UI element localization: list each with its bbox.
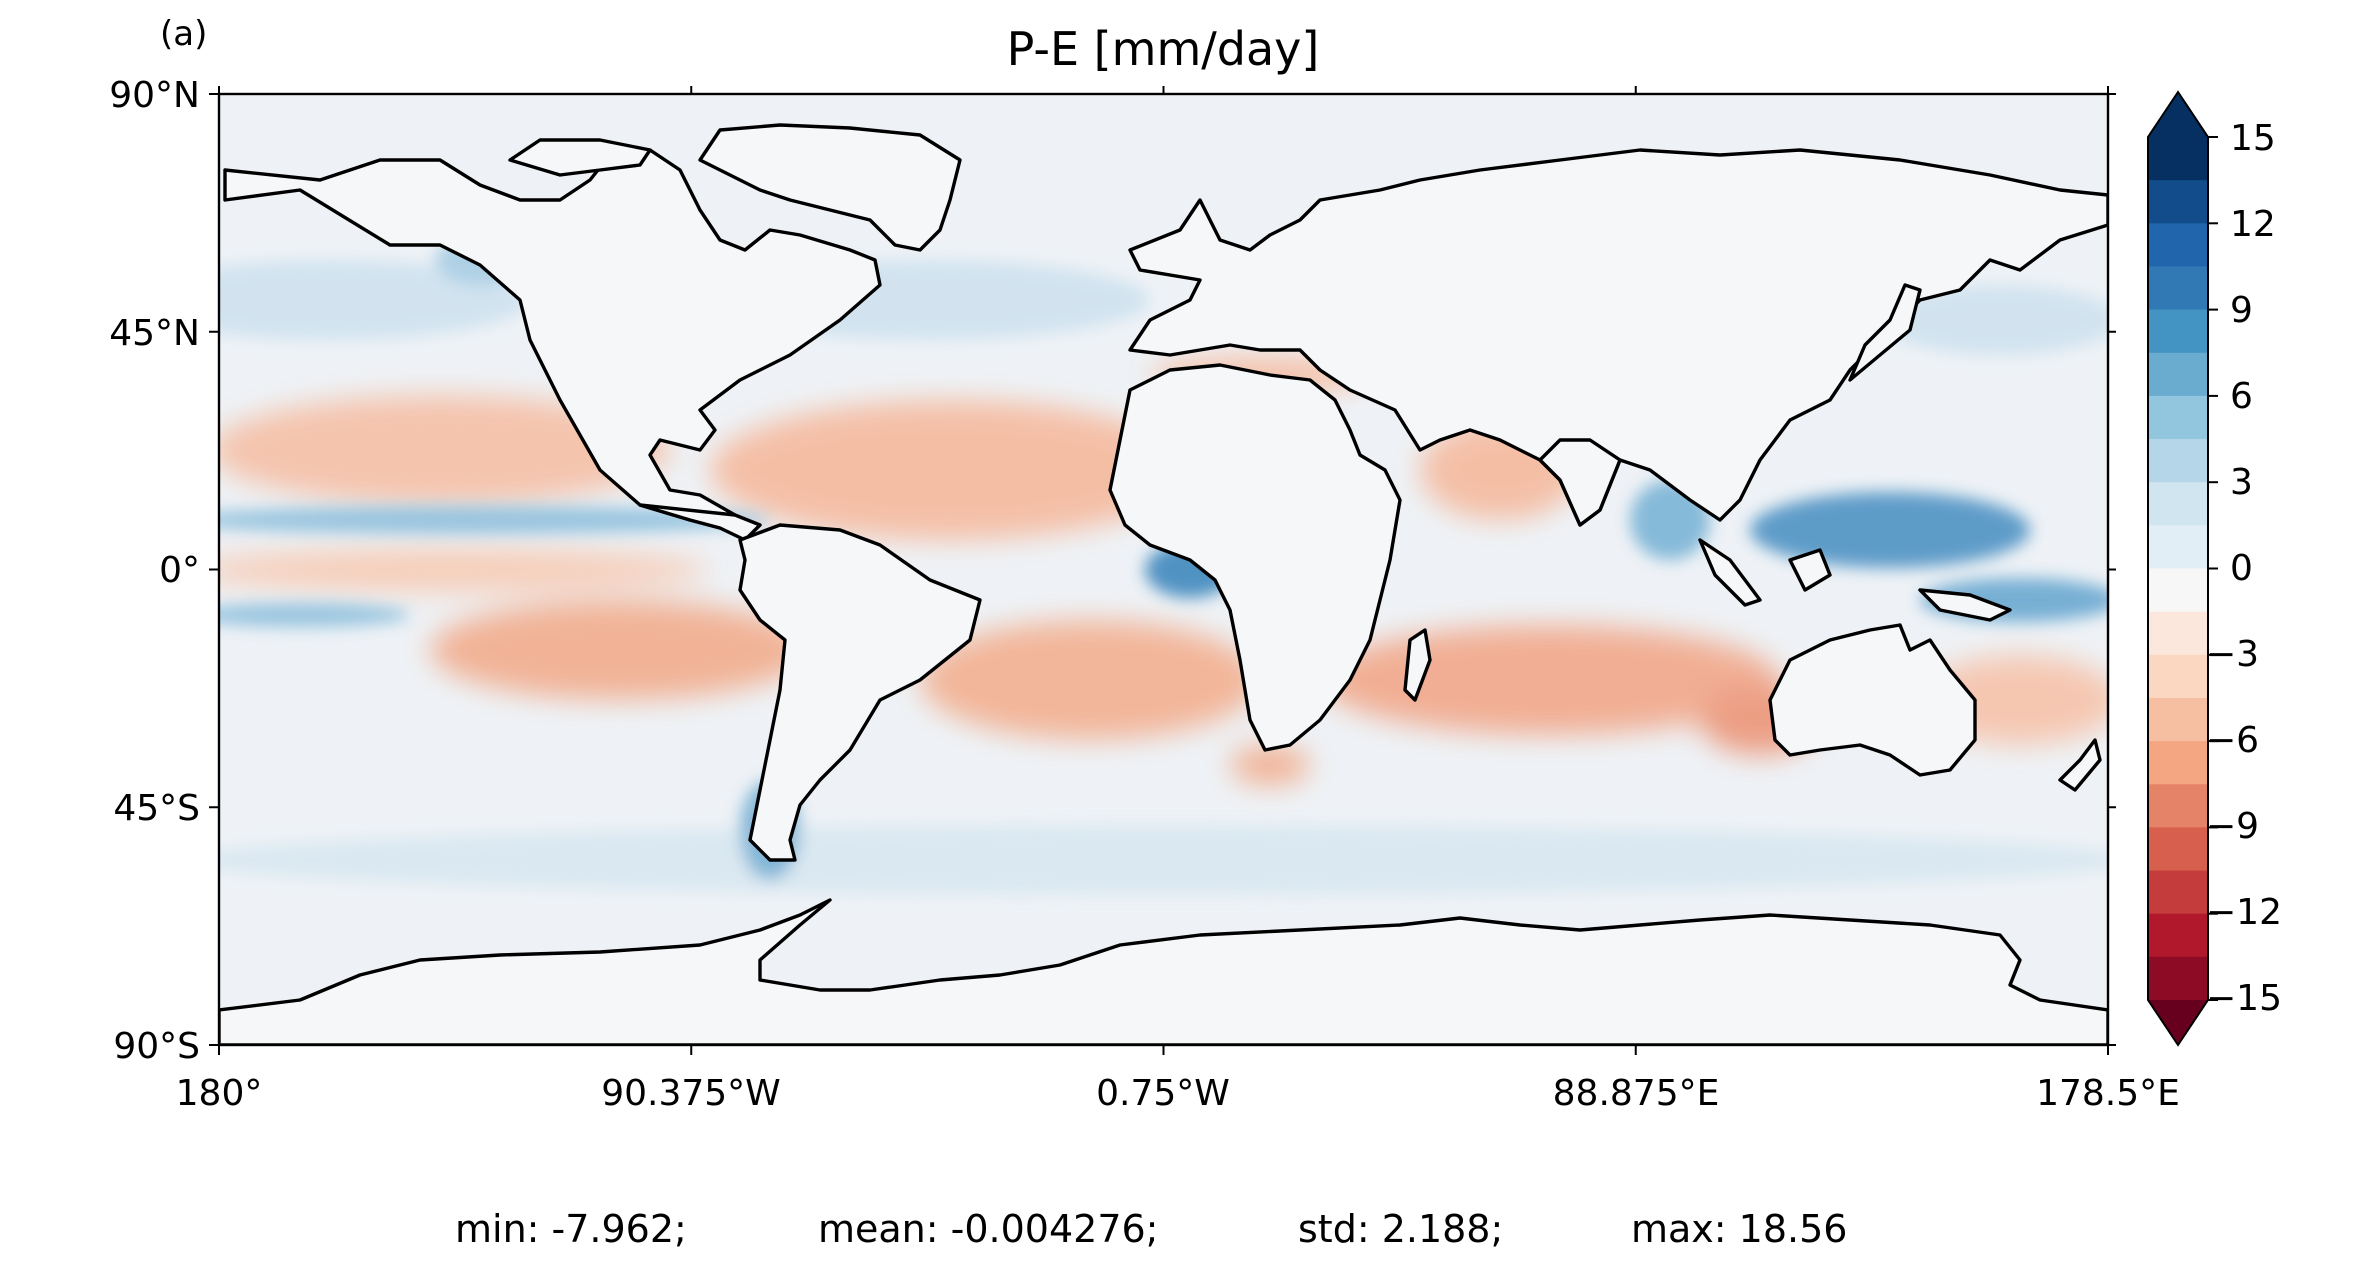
north-america: [223, 148, 882, 530]
colorbar-bin: [2148, 352, 2208, 397]
wet-kuroshio: [1880, 285, 2108, 355]
statistics: min: -7.962; mean: -0.004276; std: 2.188…: [455, 1207, 1847, 1251]
x-tick-label: 178.5°E: [2036, 1073, 2180, 1114]
itcz-pacific: [219, 506, 770, 534]
colorbar-bin: [2148, 439, 2208, 483]
arctic-islands: [508, 138, 652, 177]
colorbar-bin: [2148, 870, 2208, 915]
wet-north-pacific: [219, 260, 530, 340]
panel-label: (a): [160, 14, 207, 54]
x-tick-label: 180°: [176, 1073, 263, 1114]
y-tick-labels: 90°N 45°N 0° 45°S 90°S: [109, 75, 200, 1067]
colorbar-tick-labels: 15 12 9 6 3 0 −3 −6 −9 −12 −15: [2206, 118, 2282, 1019]
colorbar-bin: [2148, 525, 2208, 569]
colorbar-tick-label: 9: [2230, 290, 2253, 331]
x-tick-label: 0.75°W: [1096, 1073, 1230, 1114]
dry-zone-north-pacific: [219, 395, 670, 505]
eurasia: [1128, 148, 2108, 527]
x-tick-labels: 180° 90.375°W 0.75°W 88.875°E 178.5°E: [176, 1073, 2180, 1114]
borneo: [1788, 548, 1832, 592]
stat-min: min: -7.962;: [455, 1207, 687, 1251]
greenland: [698, 123, 962, 252]
south-america: [738, 523, 982, 862]
dry-zone-east-pacific-eq: [219, 548, 710, 592]
colorbar-tick-label: 6: [2230, 376, 2253, 417]
new-zealand: [2058, 738, 2102, 792]
colorbar-bin: [2148, 654, 2208, 699]
stat-std: std: 2.188;: [1298, 1207, 1503, 1251]
colorbar-bin: [2148, 697, 2208, 742]
dry-zone-south-indian: [1320, 625, 1780, 735]
stat-max: max: 18.56: [1631, 1207, 1847, 1251]
colorbar-tick-label: 12: [2230, 204, 2276, 245]
colorbar-bin: [2148, 568, 2208, 613]
colorbar-bin: [2148, 784, 2208, 828]
colorbar-bin: [2148, 180, 2208, 224]
sumatra: [1698, 538, 1762, 607]
x-axis: [218, 86, 2109, 1055]
dry-zone-north-atlantic: [710, 400, 1190, 540]
x-tick-label: 88.875°E: [1553, 1073, 1720, 1114]
colorbar-bin: [2148, 137, 2208, 181]
wet-maritime-continent: [1750, 492, 2030, 568]
colorbar-extend-max: [2148, 92, 2208, 137]
colorbar-tick-label: −15: [2206, 978, 2282, 1019]
colorbar-bin: [2148, 913, 2208, 958]
map-area: [219, 94, 2108, 1045]
dry-zone-south-pacific: [430, 600, 810, 700]
colorbar-bin: [2148, 482, 2208, 526]
y-tick-label: 45°N: [109, 313, 200, 354]
colorbar-bin: [2148, 223, 2208, 267]
dry-zone-south-atlantic: [920, 620, 1260, 740]
colorbar-bin: [2148, 266, 2208, 311]
itcz-south-pacific: [219, 603, 410, 627]
colorbar-bin: [2148, 741, 2208, 785]
japan: [1848, 283, 1922, 382]
colorbar-tick-label: 3: [2230, 462, 2253, 503]
colorbar-tick-label: −12: [2206, 892, 2282, 933]
colorbar-tick-label: 0: [2230, 548, 2253, 589]
africa-eurasia: [1108, 363, 1402, 752]
colorbar-tick-label: −3: [2206, 634, 2259, 675]
madagascar: [1403, 628, 1432, 702]
antarctica: [219, 898, 2108, 1045]
wet-southern-ocean: [219, 825, 2108, 895]
colorbar: [2147, 90, 2218, 1047]
colorbar-tick-label: 15: [2230, 118, 2276, 159]
colorbar-extend-min: [2148, 1000, 2208, 1045]
colorbar-bin: [2148, 611, 2208, 656]
colorbar-tick-label: −9: [2206, 806, 2259, 847]
x-tick-label: 90.375°W: [601, 1073, 781, 1114]
y-tick-label: 0°: [159, 550, 200, 591]
y-axis: [209, 93, 2116, 1046]
continents: [219, 123, 2108, 1045]
colorbar-bin: [2148, 395, 2208, 440]
colorbar-bin: [2148, 956, 2208, 1001]
colorbar-tick-label: −6: [2206, 720, 2259, 761]
india: [1538, 438, 1622, 527]
new-guinea: [1918, 588, 2012, 622]
y-tick-label: 90°N: [109, 75, 200, 116]
colorbar-bin: [2148, 827, 2208, 872]
dry-zone-south-africa-cape: [1230, 745, 1310, 785]
y-tick-label: 90°S: [113, 1026, 200, 1067]
y-tick-label: 45°S: [113, 788, 200, 829]
chart-title: P-E [mm/day]: [1007, 22, 1320, 76]
stat-mean: mean: -0.004276;: [818, 1207, 1158, 1251]
australia: [1768, 623, 1977, 777]
colorbar-bin: [2148, 309, 2208, 354]
